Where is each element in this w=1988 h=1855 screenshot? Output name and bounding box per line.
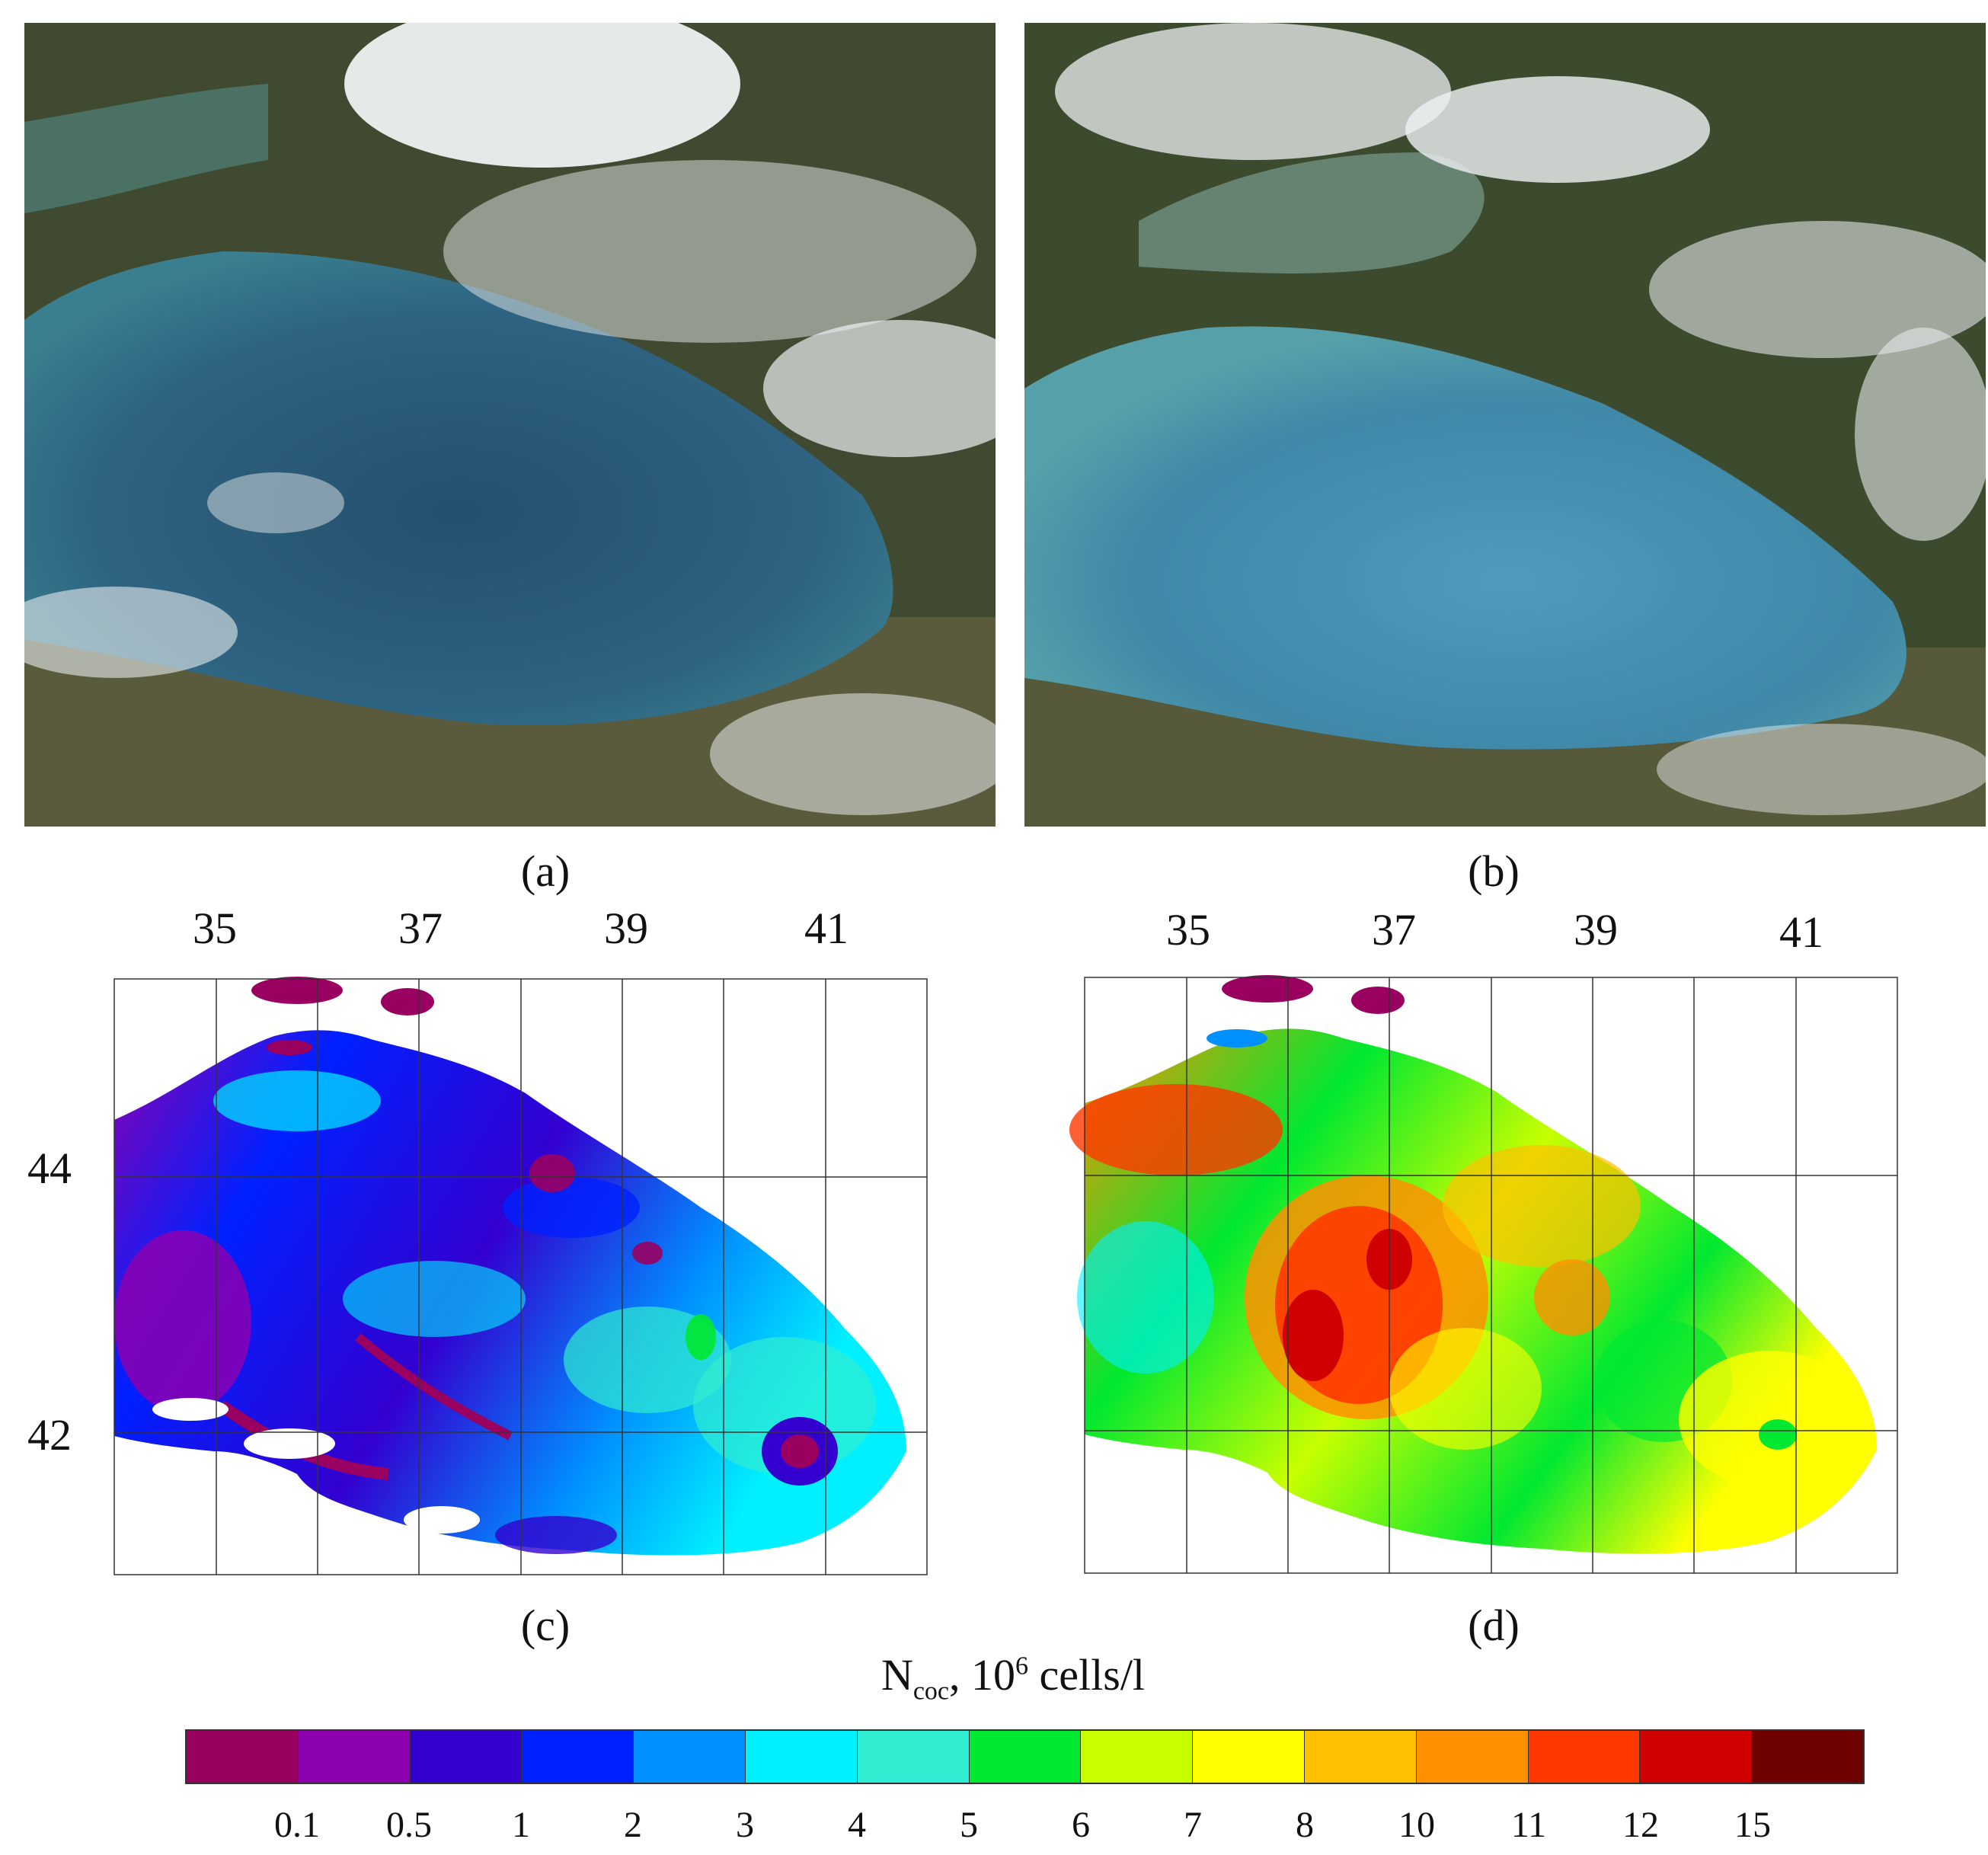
- colorbar-tick-label: 12: [1622, 1805, 1659, 1845]
- colorbar-segment: [1752, 1731, 1863, 1783]
- colorbar-tick-label: 4: [848, 1805, 866, 1845]
- colorbar-segment: [1081, 1731, 1194, 1783]
- colorbar-segment: [1304, 1731, 1417, 1783]
- panel-label-d: (d): [1468, 1601, 1520, 1650]
- lon-tick-d-37: 37: [1372, 905, 1416, 955]
- lon-tick-d-41: 41: [1779, 907, 1823, 957]
- satellite-image-b: [1024, 23, 1986, 827]
- satellite-image-a: [24, 23, 996, 827]
- colorbar-tick-label: 0.5: [386, 1805, 432, 1845]
- colorbar-segment: [1528, 1731, 1641, 1783]
- colorbar-title-sub: coc: [912, 1677, 950, 1706]
- colorbar-tick-label: 0.1: [274, 1805, 320, 1845]
- colorbar: [185, 1729, 1865, 1784]
- colorbar-tick-label: 5: [960, 1805, 978, 1845]
- colorbar-title-sup: 6: [1015, 1652, 1029, 1681]
- colorbar-title-unit: cells/l: [1028, 1650, 1146, 1700]
- colorbar-title-mid: , 10: [949, 1650, 1016, 1700]
- colorbar-segment: [745, 1731, 858, 1783]
- colorbar-tick-label: 7: [1184, 1805, 1202, 1845]
- colorbar-segment: [1640, 1731, 1753, 1783]
- colorbar-tick-label: 1: [512, 1805, 530, 1845]
- colorbar-segment: [969, 1731, 1082, 1783]
- colorbar-segment: [298, 1731, 411, 1783]
- lon-tick-d-35: 35: [1166, 905, 1210, 955]
- panel-label-b: (b): [1468, 846, 1520, 896]
- colorbar-tick-label: 10: [1398, 1805, 1435, 1845]
- lon-tick-c-37: 37: [398, 904, 443, 953]
- colorbar-tick-label: 3: [736, 1805, 754, 1845]
- panel-label-c: (c): [520, 1601, 571, 1650]
- coccolithophore-map-d: [1069, 975, 1898, 1574]
- colorbar-tick-label: 2: [624, 1805, 642, 1845]
- colorbar-segment: [522, 1731, 634, 1783]
- colorbar-tick-label: 8: [1296, 1805, 1314, 1845]
- lon-tick-c-35: 35: [193, 904, 237, 953]
- lat-tick-c-42: 42: [27, 1410, 72, 1460]
- colorbar-tick-label: 15: [1734, 1805, 1771, 1845]
- colorbar-segment: [634, 1731, 746, 1783]
- colorbar-tick-label: 11: [1510, 1805, 1547, 1845]
- colorbar-segment: [187, 1731, 299, 1783]
- coccolithophore-map-c: [113, 977, 928, 1575]
- lat-tick-c-44: 44: [27, 1143, 72, 1193]
- lon-tick-c-39: 39: [604, 904, 648, 953]
- colorbar-segment: [857, 1731, 970, 1783]
- lon-tick-c-41: 41: [804, 904, 849, 953]
- colorbar-tick-label: 6: [1072, 1805, 1090, 1845]
- colorbar-segment: [1193, 1731, 1305, 1783]
- colorbar-title: Ncoc, 106 cells/l: [823, 1649, 1203, 1706]
- panel-label-a: (a): [520, 846, 571, 896]
- colorbar-segment: [1416, 1731, 1529, 1783]
- lon-tick-d-39: 39: [1574, 905, 1618, 955]
- colorbar-title-main: N: [881, 1650, 913, 1700]
- colorbar-segment: [410, 1731, 523, 1783]
